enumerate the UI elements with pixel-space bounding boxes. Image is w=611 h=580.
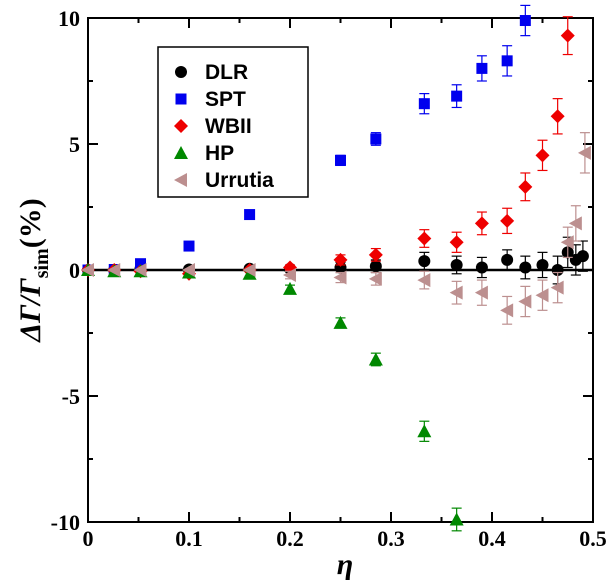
data-point: [519, 15, 531, 27]
data-point: [368, 271, 382, 286]
data-point: [450, 258, 463, 271]
y-tick-label: -10: [51, 510, 80, 535]
data-point: [370, 133, 382, 145]
data-point: [519, 261, 532, 274]
series-urrutia: [81, 132, 591, 325]
data-point: [369, 260, 382, 273]
y-axis-label-subscript: sim: [31, 248, 53, 278]
y-axis-label: ΔΓ/Γsim(%): [14, 198, 53, 342]
data-point: [449, 512, 464, 526]
legend-label-dlr: DLR: [205, 61, 248, 84]
y-axis-label-main: ΔΓ/Γ: [14, 277, 47, 342]
y-tick-label: 0: [69, 258, 80, 283]
legend-marker-hp: [174, 146, 188, 159]
data-point: [417, 424, 432, 438]
data-point: [560, 235, 574, 250]
data-point: [500, 213, 515, 228]
data-point: [518, 294, 532, 309]
data-point: [283, 281, 297, 295]
data-point: [576, 250, 589, 263]
data-point: [333, 252, 348, 267]
y-tick-label: 10: [58, 6, 80, 31]
data-point: [568, 216, 582, 231]
data-point: [518, 179, 533, 194]
data-point: [333, 270, 347, 285]
data-series: [81, 4, 591, 532]
data-point: [183, 240, 195, 252]
data-point: [476, 62, 488, 74]
data-point: [501, 55, 513, 67]
legend-label-hp: HP: [205, 142, 234, 165]
legend-marker-urrutia: [174, 173, 187, 187]
x-axis-label: η: [337, 548, 353, 580]
data-point: [333, 315, 348, 329]
data-point: [577, 145, 591, 160]
legend-marker-wbii: [174, 119, 188, 133]
data-point: [244, 209, 256, 221]
x-tick-label: 0.4: [478, 526, 506, 551]
y-axis-label-suffix: (%): [14, 198, 47, 248]
y-tick-label: -5: [62, 384, 80, 409]
data-point: [550, 109, 565, 124]
data-point: [418, 98, 430, 110]
data-point: [474, 285, 488, 300]
data-point: [535, 148, 550, 163]
x-tick-label: 0.3: [377, 526, 405, 551]
data-point: [283, 268, 296, 283]
data-point: [417, 231, 432, 246]
legend-label-urrutia: Urrutia: [205, 169, 274, 192]
data-point: [451, 90, 463, 102]
data-point: [418, 255, 431, 268]
x-tick-label: 0.1: [175, 526, 203, 551]
data-point: [550, 280, 564, 295]
series-wbii: [81, 16, 575, 281]
legend-label-spt: SPT: [205, 88, 246, 111]
series-hp: [81, 263, 464, 532]
legend: DLR SPT WBII HP Urrutia: [157, 46, 309, 198]
legend-marker-spt: [175, 93, 187, 105]
data-point: [474, 216, 489, 231]
y-tick-label: 5: [69, 132, 80, 157]
data-point: [501, 253, 514, 266]
axis-ticks: 0 0.1 0.2 0.3 0.4 0.5 -10 -5 0 5 10: [51, 6, 607, 551]
data-point: [133, 263, 147, 277]
data-point: [449, 285, 463, 300]
data-point: [368, 352, 383, 366]
data-point: [560, 28, 575, 43]
legend-marker-dlr: [175, 66, 187, 78]
data-point: [182, 263, 195, 277]
data-point: [81, 263, 94, 277]
data-point: [242, 263, 256, 277]
x-tick-label: 0: [83, 526, 94, 551]
data-point: [417, 273, 431, 288]
x-tick-label: 0.5: [579, 526, 607, 551]
data-point: [536, 258, 549, 271]
data-point: [449, 235, 464, 250]
data-point: [368, 247, 383, 262]
data-point: [335, 154, 346, 166]
data-point: [475, 261, 488, 274]
legend-label-wbii: WBII: [205, 115, 252, 138]
data-point: [107, 263, 121, 277]
x-tick-label: 0.2: [276, 526, 304, 551]
data-point: [500, 303, 514, 318]
data-point: [135, 258, 147, 270]
data-point: [535, 288, 549, 303]
